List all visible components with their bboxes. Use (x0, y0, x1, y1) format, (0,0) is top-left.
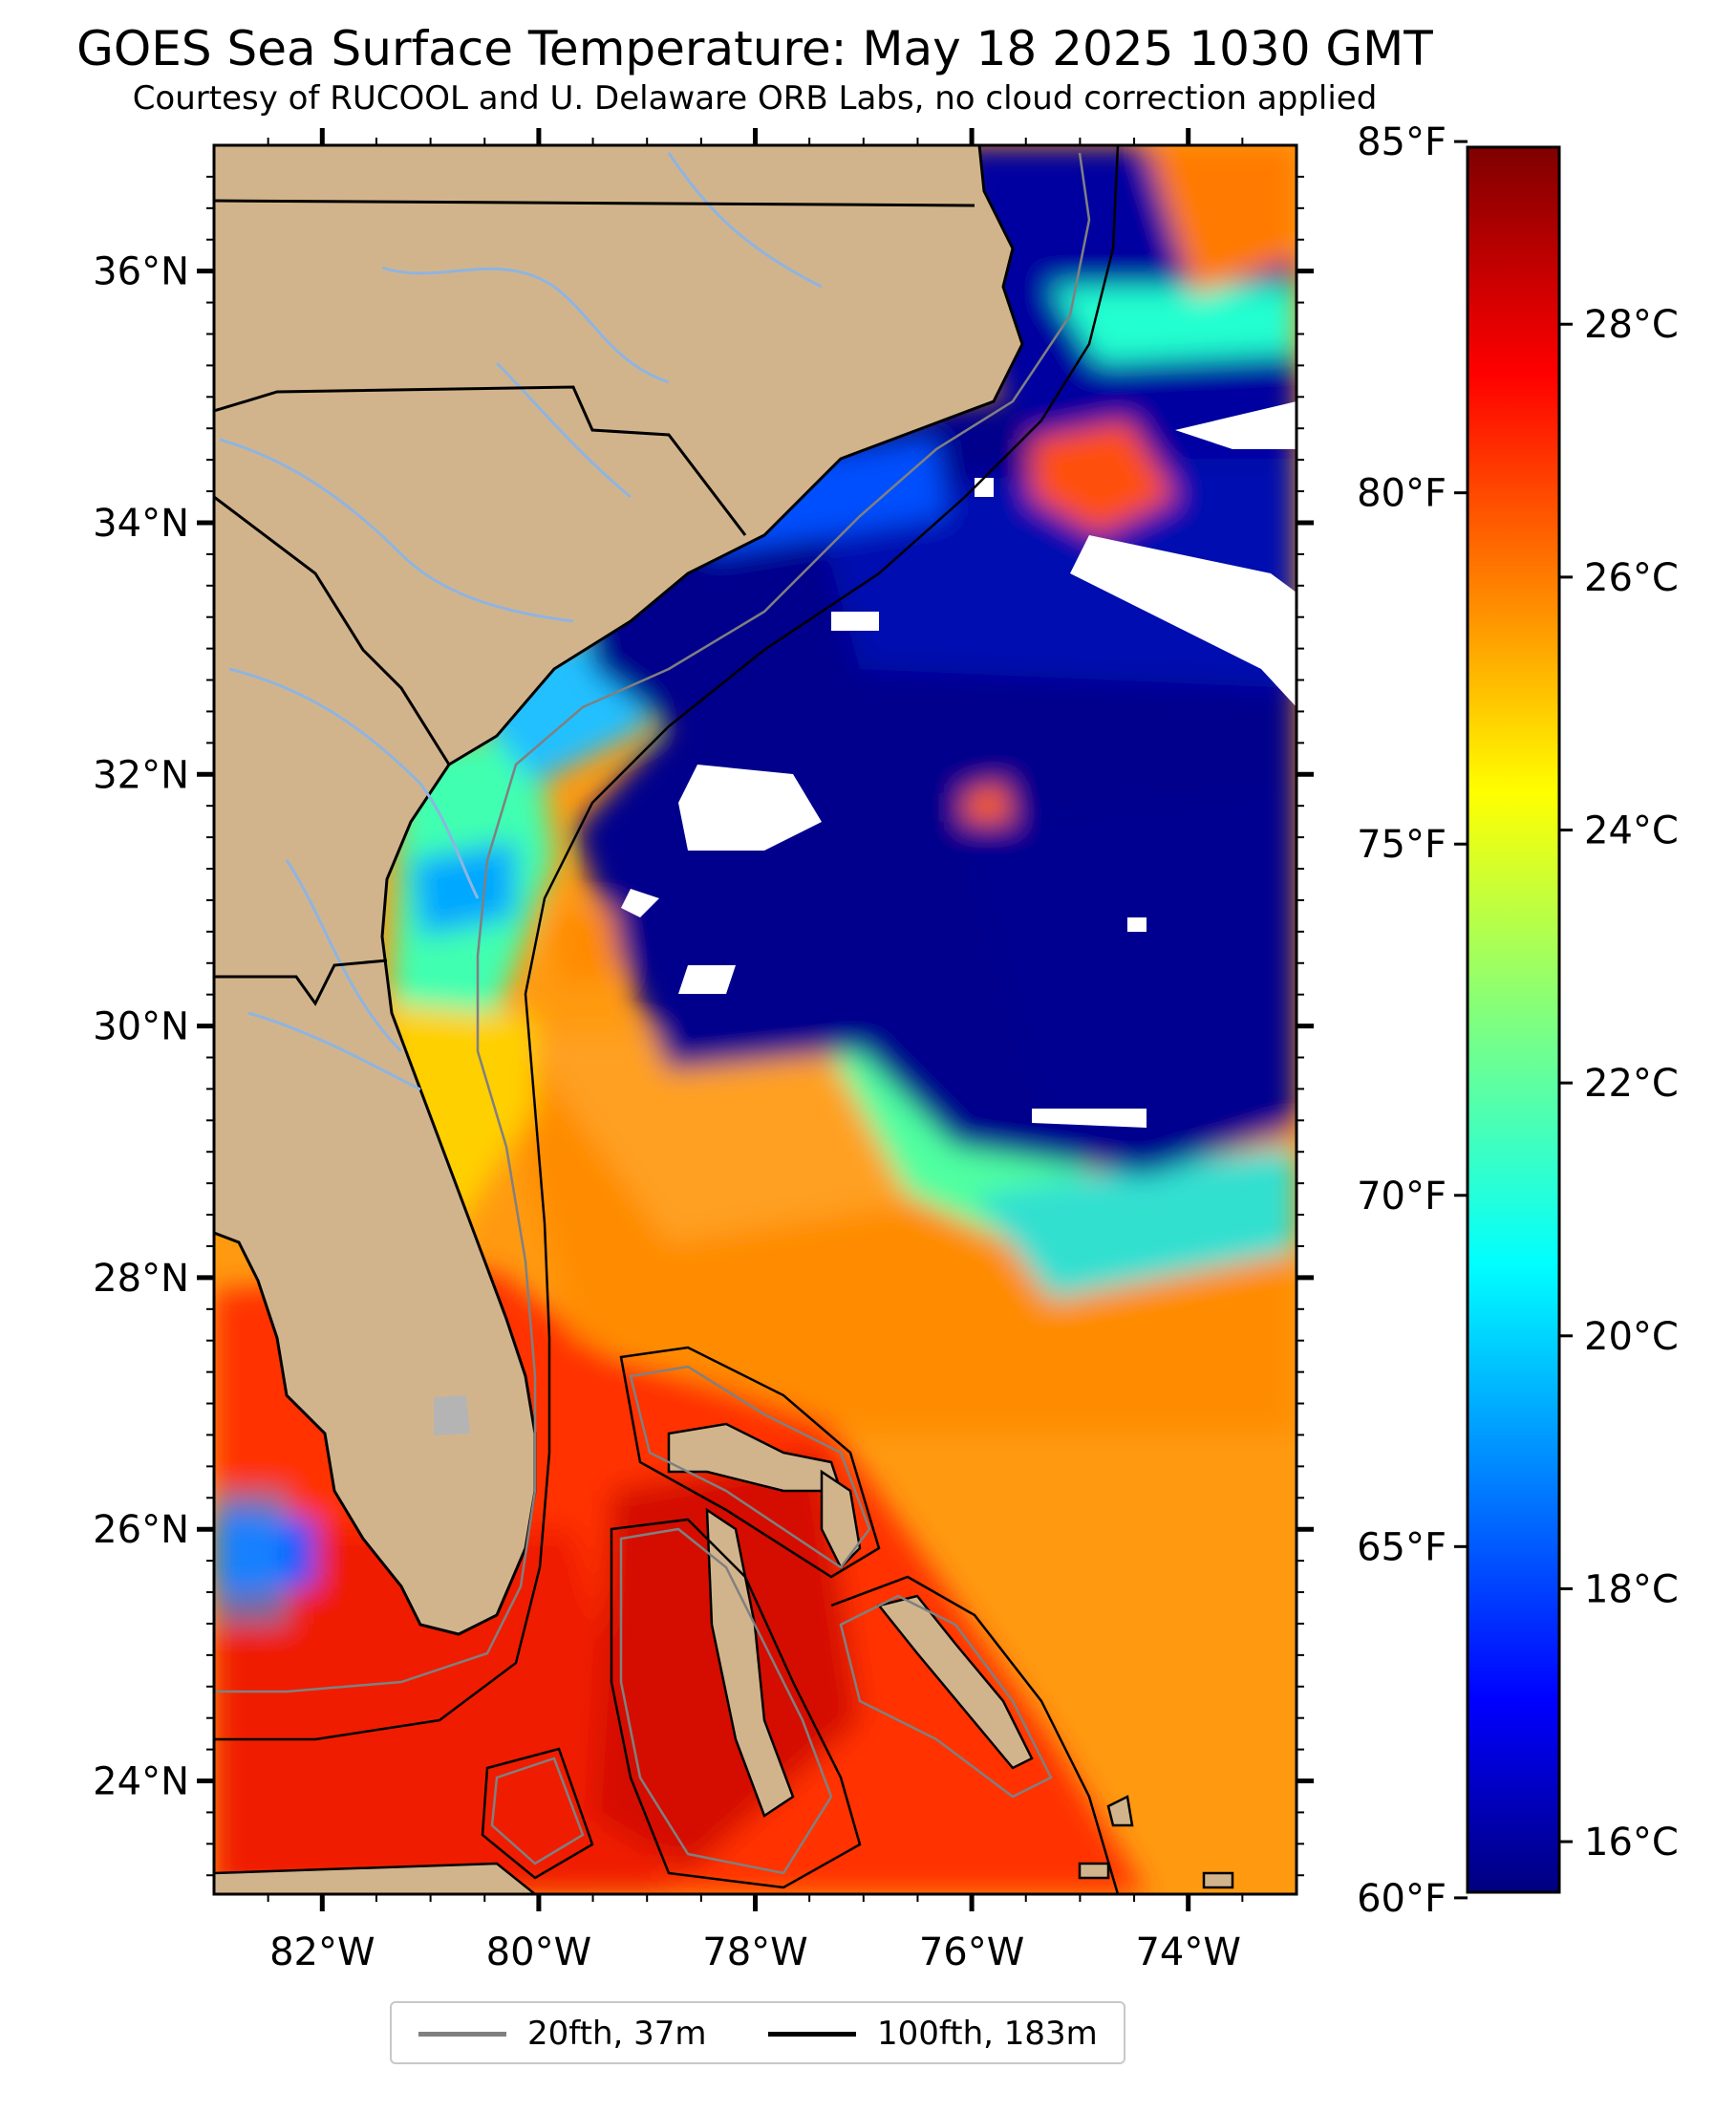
contour-20fth (214, 152, 1091, 1875)
bahamas-islands (667, 1422, 1234, 1889)
colorbar-gradient (1466, 145, 1561, 1894)
colorbar-c-label: 26°C (1584, 556, 1679, 600)
colorbar-f-label: 75°F (1357, 823, 1447, 867)
colorbar-f-label: 80°F (1357, 472, 1447, 516)
map-panel (214, 145, 1297, 1894)
lon-tick-label: 78°W (702, 1930, 807, 1974)
legend-swatch-100fth (768, 2031, 856, 2037)
cloud-mask (621, 401, 1297, 1128)
legend: 20fth, 37m 100fth, 183m (390, 2001, 1125, 2064)
lat-tick-label: 34°N (93, 502, 189, 546)
colorbar-f-label: 60°F (1357, 1877, 1447, 1921)
lake-okeechobee (434, 1395, 470, 1435)
colorbar-f-label: 70°F (1357, 1175, 1447, 1218)
lat-tick-label: 30°N (93, 1005, 189, 1049)
legend-item-100fth: 100fth, 183m (768, 2015, 1098, 2053)
colorbar-c-label: 18°C (1584, 1567, 1679, 1611)
colorbar-c-label: 16°C (1584, 1821, 1679, 1865)
lon-tick-label: 82°W (269, 1930, 375, 1974)
land (214, 145, 1024, 1894)
colorbar-c-label: 22°C (1584, 1062, 1679, 1106)
colorbar (1466, 145, 1561, 1894)
colorbar-labels: 28°C 26°C 24°C 22°C 20°C 18°C 16°C 85°F 80°F 75°F… (1357, 120, 1679, 1921)
colorbar-c-label: 24°C (1584, 809, 1679, 853)
colorbar-c-label: 20°C (1584, 1315, 1679, 1359)
sst-field (214, 145, 1297, 1894)
map-subtitle: Courtesy of RUCOOL and U. Delaware ORB L… (132, 79, 1378, 118)
rivers (219, 152, 823, 1091)
legend-item-20fth: 20fth, 37m (418, 2015, 707, 2053)
lat-tick-label: 24°N (93, 1760, 189, 1804)
lat-tick-label: 32°N (93, 753, 189, 797)
lon-tick-label: 74°W (1135, 1930, 1240, 1974)
state-borders (214, 199, 975, 1006)
legend-swatch-20fth (418, 2031, 506, 2037)
colorbar-f-label: 85°F (1357, 120, 1447, 164)
map-title: GOES Sea Surface Temperature: May 18 202… (76, 21, 1433, 76)
colorbar-f-label: 65°F (1357, 1525, 1447, 1569)
lat-tick-label: 36°N (93, 250, 189, 294)
legend-label-100fth: 100fth, 183m (877, 2015, 1098, 2053)
colorbar-c-label: 28°C (1584, 303, 1679, 347)
lat-tick-label: 26°N (93, 1508, 189, 1552)
contour-100fth (214, 145, 1120, 1894)
map-ticks: 24°N 26°N 28°N 30°N 32°N 34°N 36°N 82°W 80°W 78°W… (93, 128, 1314, 1974)
legend-label-20fth: 20fth, 37m (527, 2015, 707, 2053)
lon-tick-label: 80°W (486, 1930, 591, 1974)
lat-tick-label: 28°N (93, 1257, 189, 1301)
lon-tick-label: 76°W (919, 1930, 1024, 1974)
